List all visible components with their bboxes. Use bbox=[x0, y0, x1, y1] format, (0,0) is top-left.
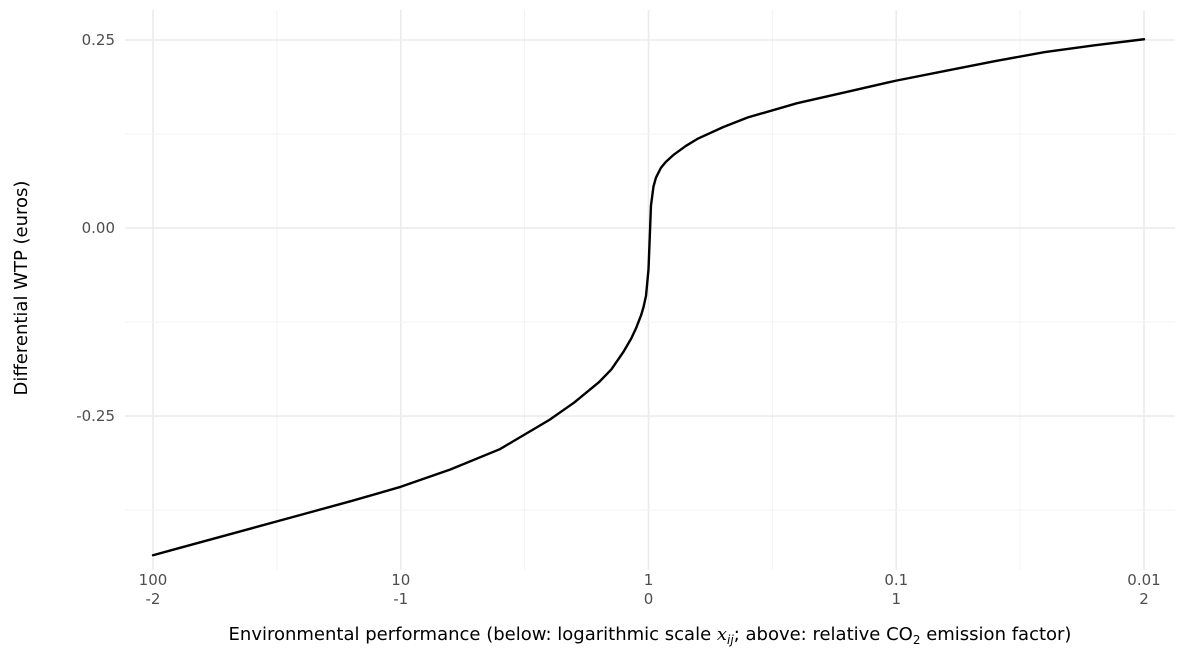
x-tick-label-bottom: 2 bbox=[1139, 590, 1149, 608]
x-tick-label-bottom: -2 bbox=[146, 590, 161, 608]
x-tick-label-bottom: 1 bbox=[891, 590, 901, 608]
x-axis-title-part: Environmental performance (below: logari… bbox=[229, 624, 717, 645]
grid bbox=[125, 10, 1175, 570]
x-tick-label-top: 10 bbox=[391, 571, 410, 589]
series-layer bbox=[151, 38, 1146, 557]
x-axis-title-part: emission factor) bbox=[920, 624, 1071, 645]
x-axis-title: Environmental performance (below: logari… bbox=[229, 624, 1072, 647]
y-tick-label: 0.25 bbox=[82, 31, 115, 49]
x-axis-title-subscript: ij bbox=[727, 633, 734, 647]
y-tick-label: -0.25 bbox=[76, 407, 115, 425]
x-axis-title-subscript: 2 bbox=[913, 633, 921, 647]
x-tick-label-top: 0.1 bbox=[884, 571, 908, 589]
series-line bbox=[151, 38, 1146, 557]
y-tick-label: 0.00 bbox=[82, 219, 115, 237]
x-axis-title-part: ; above: relative CO bbox=[734, 624, 913, 645]
y-axis-title: Differential WTP (euros) bbox=[11, 181, 32, 396]
y-tick-labels: 0.25 0.00 -0.25 bbox=[76, 31, 115, 425]
x-tick-label-bottom: 0 bbox=[644, 590, 654, 608]
x-tick-label-bottom: -1 bbox=[393, 590, 408, 608]
x-tick-label-top: 100 bbox=[139, 571, 168, 589]
x-tick-label-top: 0.01 bbox=[1127, 571, 1160, 589]
x-tick-label-top: 1 bbox=[644, 571, 654, 589]
x-axis-title-variable: x bbox=[717, 624, 727, 645]
